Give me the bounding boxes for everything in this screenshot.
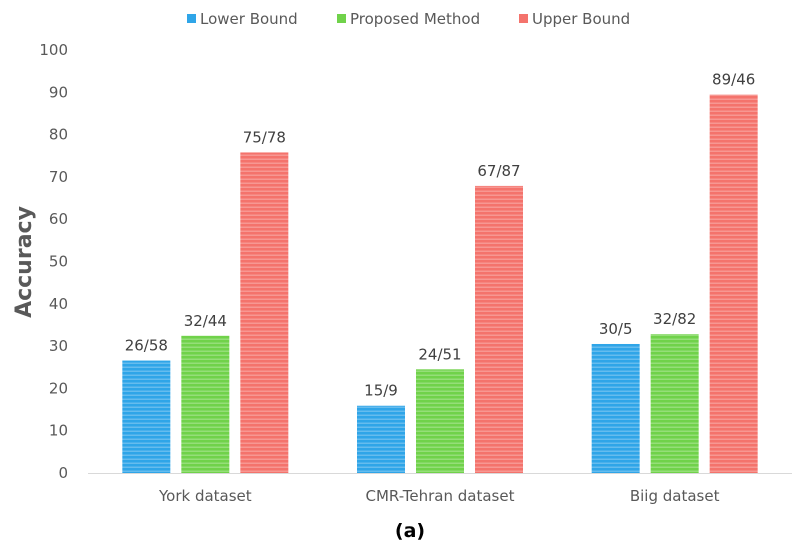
bar-lower-bound (122, 360, 171, 473)
y-axis-ticks: 0 10 20 30 40 50 60 70 80 90 100 (39, 41, 68, 482)
bar-data-label: 15/9 (364, 382, 398, 400)
bar-data-label: 75/78 (243, 128, 286, 146)
y-tick-label: 50 (49, 253, 68, 271)
bar-proposed-method (181, 335, 230, 473)
y-tick-label: 60 (49, 210, 68, 228)
figure-caption: (a) (395, 520, 425, 542)
bars (122, 94, 758, 473)
bar-data-label: 32/82 (653, 310, 696, 328)
bar-proposed-method (650, 334, 699, 473)
legend-label: Upper Bound (532, 10, 630, 28)
bar-lower-bound (591, 343, 640, 473)
bar-proposed-method (416, 369, 464, 473)
bar-lower-bound (357, 405, 405, 473)
y-tick-label: 40 (49, 295, 68, 313)
bar-upper-bound (709, 94, 758, 473)
y-axis-title: Accuracy (12, 206, 37, 318)
y-tick-label: 10 (49, 422, 68, 440)
legend-swatch (337, 14, 346, 23)
y-tick-label: 20 (49, 379, 68, 397)
bar-data-label: 26/58 (125, 337, 168, 355)
y-tick-label: 80 (49, 126, 68, 144)
x-category-label: Biig dataset (630, 487, 720, 505)
x-axis-categories: York dataset CMR-Tehran dataset Biig datas… (158, 487, 720, 505)
bar-data-label: 30/5 (599, 320, 633, 338)
bar-upper-bound (240, 152, 289, 473)
y-tick-label: 0 (58, 464, 68, 482)
bar-data-label: 67/87 (477, 162, 520, 180)
x-category-label: CMR-Tehran dataset (366, 487, 515, 505)
bar-data-label: 24/51 (418, 345, 461, 363)
legend-swatch (187, 14, 196, 23)
bar-data-label: 89/46 (712, 71, 755, 89)
legend-label: Lower Bound (200, 10, 298, 28)
legend-swatch (519, 14, 528, 23)
legend: Lower Bound Proposed Method Upper Bound (187, 10, 630, 28)
y-tick-label: 70 (49, 168, 68, 186)
y-tick-label: 100 (39, 41, 68, 59)
bar-upper-bound (475, 185, 523, 473)
y-tick-label: 30 (49, 337, 68, 355)
data-labels: 26/58 32/44 75/78 15/9 24/51 67/87 30/5 32/82 89… (125, 71, 756, 400)
legend-label: Proposed Method (350, 10, 480, 28)
y-tick-label: 90 (49, 83, 68, 101)
bar-data-label: 32/44 (184, 312, 227, 330)
x-category-label: York dataset (158, 487, 252, 505)
